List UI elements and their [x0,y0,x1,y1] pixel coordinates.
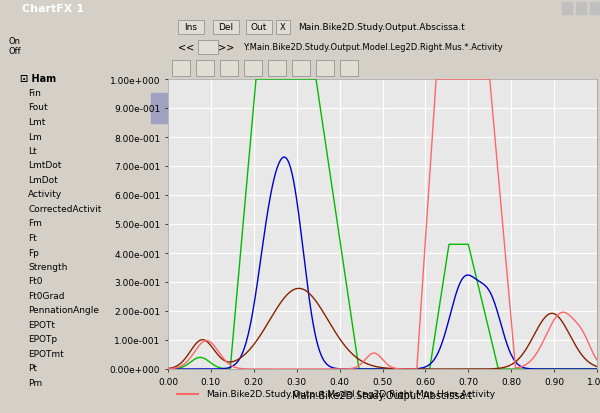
Text: EPOTt: EPOTt [28,320,55,329]
Text: Ft: Ft [28,233,37,242]
Text: Main.Bike2D.Study.Output.Abscissa.t: Main.Bike2D.Study.Output.Abscissa.t [298,24,465,33]
Text: EPOTp: EPOTp [28,335,57,344]
Text: X: X [280,24,286,33]
FancyBboxPatch shape [178,21,204,35]
FancyBboxPatch shape [292,61,310,77]
Text: <<: << [178,43,194,53]
Text: Off: Off [8,47,20,56]
Text: Fm: Fm [28,219,42,228]
Text: PennationAngle: PennationAngle [28,306,99,315]
Bar [590,3,600,15]
Text: Fin: Fin [28,89,41,98]
Text: >>: >> [218,43,234,53]
FancyBboxPatch shape [268,61,286,77]
Text: Ft0: Ft0 [28,277,43,286]
X-axis label: Main.Bike2D.Study.Output.Abscissa.t: Main.Bike2D.Study.Output.Abscissa.t [292,390,473,400]
Text: Pm: Pm [28,378,42,387]
FancyBboxPatch shape [316,61,334,77]
Text: On: On [8,37,20,46]
Text: Fp: Fp [28,248,39,257]
Bar [151,94,167,124]
FancyBboxPatch shape [198,41,218,55]
Text: ⊡ Ham: ⊡ Ham [20,74,56,84]
Text: Pt: Pt [28,363,37,373]
Text: EPOTmt: EPOTmt [28,349,64,358]
Bar [576,3,586,15]
Text: Del: Del [218,24,233,33]
Text: Lmt: Lmt [28,118,46,127]
FancyBboxPatch shape [246,21,272,35]
Bar [150,18,168,413]
FancyBboxPatch shape [244,61,262,77]
Text: LmtDot: LmtDot [28,161,61,170]
FancyBboxPatch shape [196,61,214,77]
FancyBboxPatch shape [213,21,239,35]
FancyBboxPatch shape [220,61,238,77]
Bar [562,3,572,15]
Text: Out: Out [251,24,267,33]
Text: Lt: Lt [28,147,37,156]
Text: Main.Bike2D.Study.Output.Model.Leg2D.Right.Mus.Ham.Activity: Main.Bike2D.Study.Output.Model.Leg2D.Rig… [206,389,496,398]
Text: ChartFX 1: ChartFX 1 [22,4,84,14]
Text: Lm: Lm [28,132,42,141]
Text: Fout: Fout [28,103,47,112]
FancyBboxPatch shape [172,61,190,77]
Text: Strength: Strength [28,262,67,271]
Text: Ft0Grad: Ft0Grad [28,291,65,300]
Text: LmDot: LmDot [28,176,58,185]
Text: Y:Main.Bike2D.Study.Output.Model.Leg2D.Right.Mus.*.Activity: Y:Main.Bike2D.Study.Output.Model.Leg2D.R… [243,43,503,52]
Text: Ins: Ins [185,24,197,33]
Text: CorrectedActivit: CorrectedActivit [28,204,101,214]
FancyBboxPatch shape [340,61,358,77]
Text: Activity: Activity [28,190,62,199]
FancyBboxPatch shape [276,21,290,35]
Bar [0,18,168,56]
